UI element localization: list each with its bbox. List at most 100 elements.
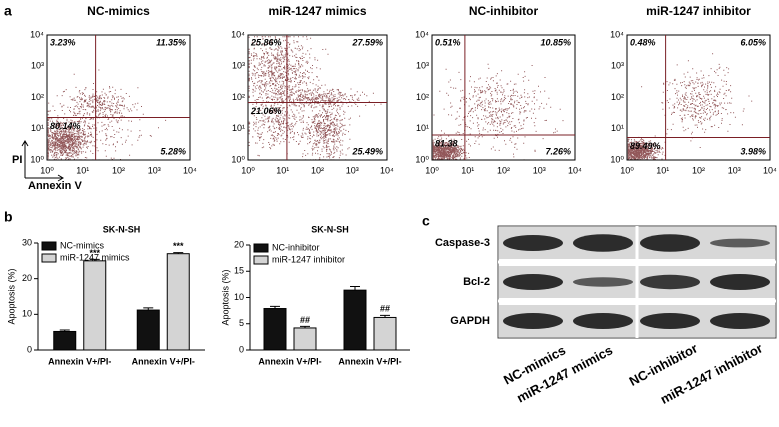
y-tick-label: 10⁴ [610, 29, 624, 39]
blot-band [710, 274, 770, 290]
x-tick-label: 10² [497, 165, 510, 175]
quadrant-label: 6.05% [740, 37, 766, 47]
panel-label: c [422, 213, 430, 229]
y-tick-label: 10² [416, 92, 429, 102]
protein-label: GAPDH [450, 315, 490, 327]
y-tick-label: 10¹ [416, 123, 429, 133]
x-tick-label: 10² [692, 165, 705, 175]
x-tick-label: 10¹ [461, 165, 474, 175]
x-tick-label: 10¹ [276, 165, 289, 175]
legend-swatch [41, 253, 57, 263]
y-tick-label: 0 [239, 344, 244, 354]
blot-band [573, 277, 633, 287]
quadrant-label: 5.28% [160, 146, 186, 156]
y-tick-label: 10¹ [232, 123, 245, 133]
chart-title: SK-N-SH [311, 224, 349, 234]
blot-band [503, 235, 563, 251]
y-tick-label: 10 [22, 309, 32, 319]
plot-title: miR-1247 inhibitor [646, 4, 751, 18]
x-tick-label: 10² [311, 165, 324, 175]
x-tick-label: 10⁰ [241, 165, 255, 175]
y-tick-label: 0 [27, 344, 32, 354]
quadrant-label: 25.86% [250, 37, 282, 47]
legend-label: NC-inhibitor [272, 242, 320, 252]
bar [83, 260, 107, 351]
y-tick-label: 10² [232, 92, 245, 102]
y-tick-label: 10¹ [611, 123, 624, 133]
x-tick-label: 10⁴ [763, 165, 777, 175]
x-tick-label: 10³ [533, 165, 546, 175]
x-tick-label: Annexin V+/PI- [132, 356, 195, 366]
x-tick-label: 10⁴ [568, 165, 582, 175]
y-tick-label: 10² [31, 92, 44, 102]
quadrant-label: 3.23% [50, 37, 76, 47]
quadrant-label: 89.49% [630, 141, 661, 151]
x-tick-label: Annexin V+/PI- [258, 356, 321, 366]
axis-label: Annexin V [28, 180, 82, 192]
error-bar [143, 307, 154, 311]
y-tick-label: 10³ [416, 61, 429, 71]
y-tick-label: 10⁰ [30, 154, 44, 164]
plot-title: NC-mimics [87, 4, 150, 18]
y-tick-label: 10³ [31, 61, 44, 71]
bar [136, 309, 160, 351]
quadrant-label: 21.06% [250, 106, 282, 116]
axis-label: PI [12, 154, 22, 166]
protein-label: Bcl-2 [463, 276, 490, 288]
y-tick-label: 10¹ [31, 123, 44, 133]
bar [166, 253, 190, 351]
protein-label: Caspase-3 [435, 237, 490, 249]
error-bar [173, 252, 184, 254]
legend-label: miR-1247 mimics [60, 252, 130, 262]
legend-label: NC-mimics [60, 240, 104, 250]
y-tick-label: 10³ [611, 61, 624, 71]
quadrant-label: 0.48% [630, 37, 656, 47]
x-tick-label: 10³ [346, 165, 359, 175]
quadrant-label: 27.59% [351, 37, 383, 47]
error-bar [350, 285, 360, 291]
blot-band [573, 313, 633, 329]
y-tick-label: 20 [22, 273, 32, 283]
bar [293, 327, 317, 351]
legend-swatch [253, 255, 269, 265]
panel-label: b [4, 209, 13, 225]
plot-frame [431, 34, 576, 161]
axis-arrow [21, 140, 64, 182]
quadrant-label: 3.98% [740, 146, 766, 156]
x-tick-label: 10¹ [76, 165, 89, 175]
y-tick-label: 30 [22, 237, 32, 247]
legend-swatch [253, 243, 269, 253]
plot-frame [626, 34, 771, 161]
y-axis-label: Apoptosis (%) [6, 268, 16, 324]
y-tick-label: 5 [239, 318, 244, 328]
blot-band [640, 234, 700, 252]
event-dots [627, 53, 753, 161]
x-tick-label: 10⁴ [183, 165, 197, 175]
error-bar [300, 325, 310, 328]
blot-band [710, 238, 770, 248]
y-tick-label: 10² [611, 92, 624, 102]
blot-band [573, 234, 633, 252]
event-dots [47, 69, 167, 161]
blot-band [503, 274, 563, 290]
x-tick-label: Annexin V+/PI- [338, 356, 401, 366]
quadrant-label: 0.51% [435, 37, 461, 47]
event-dots [432, 63, 564, 161]
x-tick-label: 10³ [728, 165, 741, 175]
bar [53, 330, 77, 351]
y-tick-label: 10³ [232, 61, 245, 71]
y-tick-label: 10 [234, 292, 244, 302]
bar [343, 289, 367, 351]
error-bar [59, 329, 70, 332]
quadrant-label: 80.14% [50, 121, 81, 131]
plot-frame [247, 34, 388, 161]
error-bar [380, 314, 390, 318]
significance-label: ## [380, 304, 390, 314]
significance-label: *** [173, 241, 184, 251]
blot-band [640, 274, 700, 290]
plot-title: NC-inhibitor [469, 4, 539, 18]
x-tick-label: 10⁴ [380, 165, 394, 175]
quadrant-label: 11.35% [156, 37, 186, 47]
blot-band [710, 313, 770, 329]
bar [373, 316, 397, 351]
